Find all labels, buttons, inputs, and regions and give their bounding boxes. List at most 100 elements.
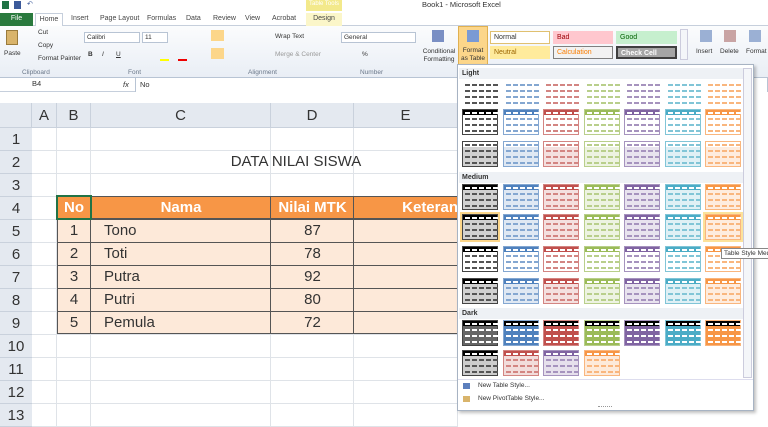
cell-nama[interactable]: Putri: [104, 291, 135, 308]
table-style-l3-2[interactable]: [502, 141, 539, 167]
font-name-select[interactable]: Calibri: [84, 32, 140, 43]
row-header-2[interactable]: 2: [0, 151, 32, 174]
format-painter-button[interactable]: Format Painter: [38, 55, 81, 62]
cell-no[interactable]: 3: [69, 268, 79, 285]
table-style-m3-5[interactable]: [624, 246, 660, 272]
row-header-8[interactable]: 8: [0, 289, 32, 312]
cell-no[interactable]: 4: [69, 291, 79, 308]
table-style-d1-3[interactable]: [543, 320, 579, 346]
table-style-m3-3[interactable]: [543, 246, 579, 272]
table-style-m4-3[interactable]: [543, 278, 579, 304]
table-style-l1-7[interactable]: [705, 81, 741, 107]
format-button[interactable]: Format: [746, 48, 767, 55]
tab-formulas[interactable]: Formulas: [147, 15, 177, 22]
tab-review[interactable]: Review: [213, 15, 236, 22]
table-header-cell[interactable]: Nama: [160, 199, 202, 216]
cell-no[interactable]: 2: [69, 245, 79, 262]
tab-view[interactable]: View: [245, 15, 261, 22]
table-header-cell[interactable]: Keteran: [402, 199, 458, 216]
new-table-style-item[interactable]: New Table Style...: [478, 382, 530, 389]
table-style-m4-2[interactable]: [502, 278, 539, 304]
tab-design[interactable]: Design: [306, 13, 342, 26]
styles-scroll[interactable]: [680, 29, 688, 60]
conditional-formatting-button[interactable]: Conditional Formatting: [422, 48, 456, 63]
table-style-l2-7[interactable]: [705, 109, 741, 135]
table-style-d1-4[interactable]: [583, 320, 620, 346]
cut-button[interactable]: Cut: [38, 29, 49, 36]
cell-no[interactable]: 1: [69, 222, 79, 239]
table-style-m3-6[interactable]: [664, 246, 701, 272]
new-pivot-style-item[interactable]: New PivotTable Style...: [478, 395, 545, 402]
column-header-C[interactable]: C: [91, 103, 271, 128]
table-header-cell[interactable]: Nilai MTK: [278, 199, 347, 216]
number-format-select[interactable]: General: [341, 32, 416, 43]
underline-button[interactable]: U: [116, 51, 121, 58]
table-style-l3-1[interactable]: [462, 141, 498, 167]
align-center-button[interactable]: [211, 48, 224, 59]
fx-icon[interactable]: fx: [123, 80, 129, 89]
cell-nilai[interactable]: 80: [304, 291, 321, 308]
table-style-d1-7[interactable]: [705, 320, 741, 346]
cell-nama[interactable]: Pemula: [104, 314, 155, 331]
table-header-cell[interactable]: No: [64, 199, 84, 216]
wrap-text-button[interactable]: Wrap Text: [275, 33, 305, 40]
column-header-E[interactable]: E: [354, 103, 458, 128]
row-header-13[interactable]: 13: [0, 404, 32, 427]
font-size-select[interactable]: 11: [142, 32, 168, 43]
tab-home[interactable]: Home: [35, 13, 63, 26]
save-icon[interactable]: [14, 1, 21, 9]
tab-page-layout[interactable]: Page Layout: [100, 15, 140, 22]
cell-nama[interactable]: Tono: [104, 222, 137, 239]
table-style-l3-5[interactable]: [624, 141, 660, 167]
sheet-title[interactable]: DATA NILAI SISWA: [230, 153, 362, 170]
table-style-l3-7[interactable]: [705, 141, 741, 167]
table-style-l1-4[interactable]: [583, 81, 620, 107]
tab-data[interactable]: Data: [186, 15, 201, 22]
column-header-D[interactable]: D: [271, 103, 354, 128]
table-style-l2-1[interactable]: [462, 109, 498, 135]
row-header-3[interactable]: 3: [0, 174, 32, 197]
table-style-m1-6[interactable]: [664, 184, 701, 210]
cell-nilai[interactable]: 87: [304, 222, 321, 239]
row-header-5[interactable]: 5: [0, 220, 32, 243]
table-style-m1-2[interactable]: [502, 184, 539, 210]
fill-color-icon[interactable]: [160, 59, 169, 61]
table-style-l1-1[interactable]: [462, 81, 498, 107]
italic-button[interactable]: I: [102, 51, 104, 58]
table-style-d2-3[interactable]: [543, 350, 579, 376]
delete-button[interactable]: Delete: [720, 48, 739, 55]
table-style-m2-4[interactable]: [583, 214, 620, 240]
table-style-d2-2[interactable]: [502, 350, 539, 376]
row-header-12[interactable]: 12: [0, 381, 32, 404]
table-style-m2-2[interactable]: [502, 214, 539, 240]
table-style-l3-3[interactable]: [543, 141, 579, 167]
style-calculation[interactable]: Calculation: [553, 46, 613, 59]
align-middle-button[interactable]: [211, 30, 224, 41]
font-color-icon[interactable]: [178, 59, 187, 61]
table-style-m1-4[interactable]: [583, 184, 620, 210]
gallery-scrollbar[interactable]: [743, 68, 752, 378]
tab-acrobat[interactable]: Acrobat: [272, 15, 297, 22]
table-style-m2-3[interactable]: [543, 214, 579, 240]
row-header-6[interactable]: 6: [0, 243, 32, 266]
table-style-m4-7[interactable]: [705, 278, 741, 304]
tab-file[interactable]: File: [0, 13, 33, 26]
select-all-button[interactable]: [0, 103, 32, 128]
table-style-m1-1[interactable]: [462, 184, 498, 210]
table-style-m2-7[interactable]: [705, 214, 741, 240]
format-as-table-button[interactable]: Format as Table: [458, 26, 488, 66]
column-header-B[interactable]: B: [57, 103, 91, 128]
table-style-l1-3[interactable]: [543, 81, 579, 107]
table-style-l2-5[interactable]: [624, 109, 660, 135]
table-style-m2-6[interactable]: [664, 214, 701, 240]
cell-nilai[interactable]: 72: [304, 314, 321, 331]
table-style-l1-5[interactable]: [624, 81, 660, 107]
row-header-7[interactable]: 7: [0, 266, 32, 289]
name-box[interactable]: B4: [2, 79, 84, 91]
column-header-A[interactable]: A: [32, 103, 57, 128]
table-style-m3-1[interactable]: [462, 246, 498, 272]
cell-nama[interactable]: Putra: [104, 268, 140, 285]
row-header-4[interactable]: 4: [0, 197, 32, 220]
table-style-d1-6[interactable]: [664, 320, 701, 346]
style-check-cell[interactable]: Check Cell: [616, 46, 677, 59]
